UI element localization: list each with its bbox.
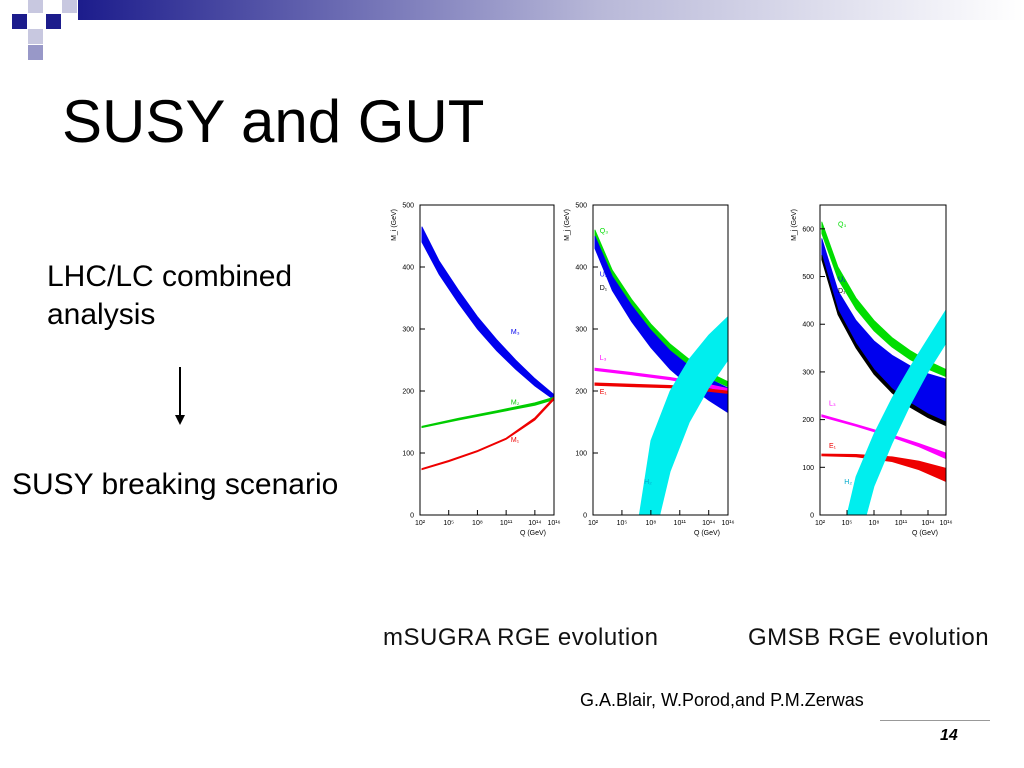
y-tick-label: 200: [402, 389, 414, 396]
x-tick-label: 10⁵: [617, 520, 628, 527]
y-tick-label: 0: [583, 513, 587, 520]
deco-square: [12, 14, 27, 29]
series-label-E₁: E₁: [600, 389, 608, 396]
y-tick-label: 200: [575, 389, 587, 396]
x-tick-label: 10¹⁶: [940, 520, 953, 527]
y-tick-label: 100: [402, 451, 414, 458]
band-U₁: [594, 235, 728, 414]
y-tick-label: 0: [410, 513, 414, 520]
x-tick-label: 10⁸: [645, 520, 656, 527]
x-axis-label: Q (GeV): [694, 530, 720, 537]
x-tick-label: 10⁵: [842, 520, 853, 527]
deco-square: [28, 29, 43, 44]
deco-square: [28, 0, 43, 13]
series-label-Q₃: Q₃: [600, 228, 608, 235]
series-label-U₁: U₁: [600, 271, 608, 278]
series-label-D₁: D₁: [600, 285, 608, 292]
y-axis-label: M_j (GeV): [791, 209, 798, 241]
series-label-D₁: D₁: [838, 288, 846, 295]
y-tick-label: 100: [575, 451, 587, 458]
x-axis-label: Q (GeV): [520, 530, 546, 537]
panel-plot-area: [421, 226, 554, 471]
series-label-H₂: H₂: [644, 479, 652, 486]
rge-panel-3: Q₃ U₁ D₁ L₃ E₁ H₂ 0 100 200 300 400 500 600 10² 10⁵ 10⁸…: [791, 204, 953, 537]
series-label-U₁: U₁: [838, 276, 846, 283]
author-credit: G.A.Blair, W.Porod,and P.M.Zerwas: [580, 690, 864, 710]
y-axis-label: M_i (GeV): [391, 209, 398, 241]
y-tick-label: 400: [402, 265, 414, 272]
band-M₃: [421, 226, 554, 401]
slide-title: SUSY and GUT: [62, 88, 485, 155]
x-axis-label: Q (GeV): [912, 530, 938, 537]
y-tick-label: 200: [802, 417, 814, 424]
rge-panel-2: Q₃ U₁ D₁ L₃ E₁ H₂ 0 100 200 300 400 500 10² 10⁵ 10⁸ 10¹…: [564, 203, 735, 538]
deco-square: [46, 14, 61, 29]
x-tick-label: 10¹⁴: [921, 520, 934, 527]
page-number: 14: [940, 727, 958, 744]
band-H₂: [638, 316, 728, 515]
deco-square: [62, 0, 77, 13]
y-axis-label: M_j (GeV): [564, 209, 571, 241]
band-H₂: [846, 309, 946, 515]
caption-gmsb: GMSB RGE evolution: [748, 624, 990, 651]
series-label-H₂: H₂: [844, 479, 852, 486]
x-tick-label: 10²: [588, 520, 599, 527]
y-tick-label: 0: [810, 513, 814, 520]
deco-square: [28, 45, 43, 60]
band-E₁: [594, 382, 728, 394]
x-tick-label: 10¹⁴: [528, 520, 541, 527]
down-arrow-icon: [175, 367, 185, 425]
analysis-text: LHC/LC combined analysis: [47, 258, 292, 334]
y-tick-label: 500: [802, 274, 814, 281]
band-D₁: [821, 254, 946, 427]
y-tick-label: 400: [575, 265, 587, 272]
y-tick-label: 300: [402, 327, 414, 334]
x-tick-label: 10²: [415, 520, 426, 527]
series-label-M₃: M₃: [511, 329, 520, 336]
y-tick-label: 300: [802, 369, 814, 376]
band-M₁: [421, 396, 554, 471]
band-L₃: [594, 367, 728, 393]
band-Q₃: [821, 221, 946, 378]
header-gradient-bar: [78, 0, 1024, 20]
y-tick-label: 300: [575, 327, 587, 334]
y-tick-label: 100: [802, 465, 814, 472]
analysis-text-line: analysis: [47, 298, 156, 331]
x-tick-label: 10⁵: [443, 520, 454, 527]
x-tick-label: 10¹¹: [500, 520, 513, 527]
series-label-M₁: M₁: [511, 437, 520, 444]
x-tick-label: 10⁸: [869, 520, 880, 527]
y-tick-label: 600: [802, 226, 814, 233]
panel-frame: [819, 204, 947, 516]
band-M₂: [421, 396, 554, 429]
x-tick-label: 10¹¹: [674, 520, 687, 527]
x-tick-label: 10²: [815, 520, 826, 527]
panel-plot-area: [594, 229, 728, 515]
y-tick-label: 500: [402, 203, 414, 210]
series-label-E₁: E₁: [829, 443, 837, 450]
y-tick-label: 400: [802, 322, 814, 329]
caption-msugra: mSUGRA RGE evolution: [383, 624, 659, 651]
analysis-text-line: LHC/LC combined: [47, 260, 293, 293]
series-label-L₃: L₃: [829, 400, 836, 407]
rge-panel-1: M₃ M₂ M₁ 0 100 200 300 400 500 10² 10⁵ 10⁸ 10¹¹ 10¹⁴ 1…: [391, 203, 561, 538]
panel-frame: [419, 204, 555, 516]
page-rule: [880, 720, 990, 721]
series-label-Q₃: Q₃: [838, 221, 846, 228]
decorative-header-pattern: [12, 0, 1024, 60]
panel-plot-area: [821, 221, 946, 515]
series-label-L₃: L₃: [600, 355, 607, 362]
scenario-text: SUSY breaking scenario: [12, 468, 339, 501]
x-tick-label: 10¹⁶: [548, 520, 561, 527]
panel-frame: [592, 204, 729, 516]
x-tick-label: 10¹¹: [895, 520, 908, 527]
y-tick-label: 500: [575, 203, 587, 210]
series-label-M₂: M₂: [511, 400, 520, 407]
x-tick-label: 10¹⁴: [702, 520, 715, 527]
x-tick-label: 10⁸: [472, 520, 483, 527]
x-tick-label: 10¹⁶: [722, 520, 735, 527]
